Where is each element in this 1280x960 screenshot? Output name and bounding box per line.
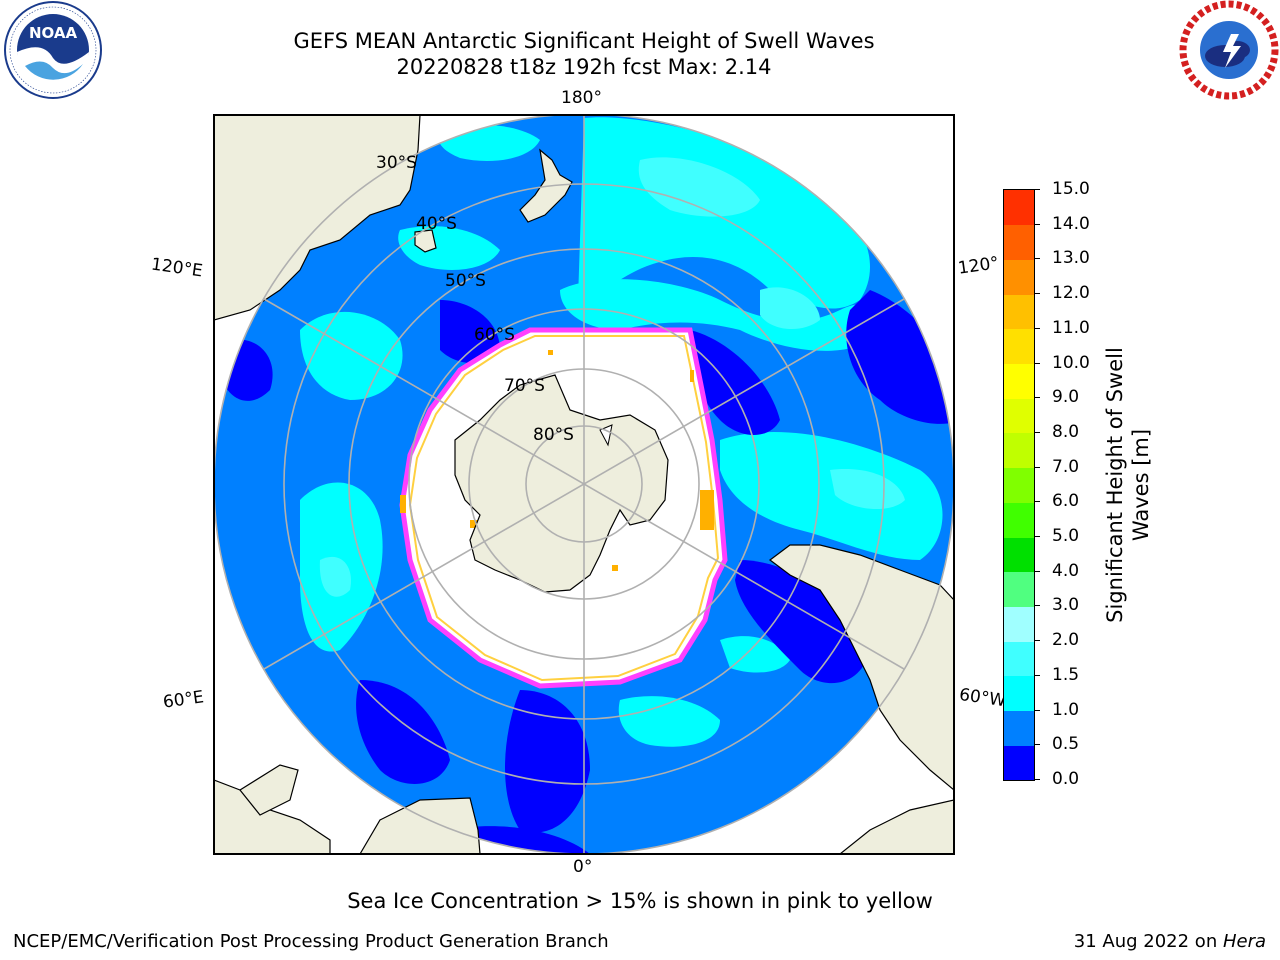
colorbar-title: Significant Height of Swell Waves [m]	[1103, 347, 1153, 623]
africa-landmass	[214, 779, 331, 854]
colorbar-tick	[1034, 258, 1040, 260]
colorbar-tick	[1034, 362, 1040, 364]
chart-title: GEFS MEAN Antarctic Significant Height o…	[293, 29, 875, 53]
colorbar-tick-label: 8.0	[1052, 421, 1080, 442]
colorbar-tick-label: 2.0	[1052, 630, 1080, 651]
svg-text:NOAA: NOAA	[29, 24, 78, 42]
colorbar-tick	[1034, 466, 1040, 468]
colorbar-tick	[1034, 397, 1040, 399]
lat-label-70s: 70°S	[504, 376, 545, 396]
colorbar-segment	[1004, 328, 1034, 365]
colorbar-tick	[1034, 223, 1040, 225]
southern-africa-landmass	[359, 797, 481, 854]
colorbar-segment	[1004, 432, 1034, 469]
colorbar-tick	[1034, 709, 1040, 711]
colorbar-tick-label: 1.0	[1052, 699, 1080, 720]
colorbar-segment	[1004, 745, 1034, 781]
colorbar-tick	[1034, 570, 1040, 572]
colorbar-tick-label: 0.0	[1052, 769, 1080, 789]
nws-logo	[1179, 0, 1279, 100]
south-america-landmass	[769, 544, 954, 791]
colorbar-tick	[1034, 744, 1040, 746]
colorbar-tick-label: 12.0	[1052, 283, 1090, 304]
colorbar-tick-label: 1.5	[1052, 664, 1080, 685]
lon-label-0: 0°	[573, 857, 593, 877]
lat-label-40s: 40°S	[416, 214, 457, 234]
colorbar-tick-label: 7.0	[1052, 456, 1080, 477]
lon-label-180: 180°	[561, 88, 602, 108]
colorbar-tick	[1034, 293, 1040, 295]
sea-ice-note: Sea Ice Concentration > 15% is shown in …	[347, 889, 933, 913]
colorbar-tick	[1034, 327, 1040, 329]
colorbar-tick-label: 10.0	[1052, 352, 1090, 373]
colorbar-tick	[1034, 640, 1040, 642]
lat-label-80s: 80°S	[533, 425, 574, 445]
colorbar-segment	[1004, 641, 1034, 677]
footer-credit: NCEP/EMC/Verification Post Processing Pr…	[13, 931, 609, 952]
lat-label-50s: 50°S	[445, 271, 486, 291]
ross-ice-shelf	[599, 424, 613, 447]
colorbar-segment	[1004, 398, 1034, 434]
madagascar-landmass	[239, 764, 299, 816]
colorbar-tick-label: 3.0	[1052, 595, 1080, 616]
colorbar-tick	[1034, 189, 1040, 190]
colorbar-tick-label: 11.0	[1052, 317, 1090, 338]
colorbar-tick-label: 0.5	[1052, 734, 1080, 755]
swell-patches-0p0	[222, 290, 954, 854]
colorbar-segment	[1004, 259, 1034, 295]
noaa-logo: NOAA	[4, 1, 102, 99]
colorbar-segment	[1004, 571, 1034, 607]
lat-label-30s: 30°S	[376, 153, 417, 173]
australia-landmass	[214, 115, 421, 321]
colorbar-tick-label: 15.0	[1052, 179, 1090, 199]
footer-date: 31 Aug 2022 on Hera	[1074, 931, 1266, 952]
colorbar-segment	[1004, 294, 1034, 330]
colorbar	[1003, 189, 1035, 781]
colorbar-segment	[1004, 606, 1034, 642]
colorbar-tick-label: 5.0	[1052, 526, 1080, 547]
antarctica-landmass	[454, 374, 669, 593]
colorbar-tick	[1034, 501, 1040, 503]
colorbar-segment	[1004, 224, 1034, 260]
colorbar-tick-label: 14.0	[1052, 213, 1090, 234]
colorbar-segment	[1004, 467, 1034, 503]
colorbar-segment	[1004, 537, 1034, 573]
colorbar-tick	[1034, 431, 1040, 433]
footer-host: Hera	[1222, 931, 1266, 952]
colorbar-segment	[1004, 363, 1034, 399]
graticule	[214, 115, 954, 854]
colorbar-tick-label: 6.0	[1052, 491, 1080, 512]
colorbar-segment	[1004, 190, 1034, 226]
colorbar-tick	[1034, 536, 1040, 538]
tasmania-landmass	[414, 229, 437, 253]
colorbar-tick	[1034, 779, 1040, 780]
south-america-south	[839, 799, 954, 854]
colorbar-segment	[1004, 710, 1034, 746]
chart-subtitle: 20220828 t18z 192h fcst Max: 2.14	[396, 55, 772, 79]
colorbar-tick-label: 9.0	[1052, 387, 1080, 408]
lat-label-60s: 60°S	[474, 325, 515, 345]
map-frame	[213, 114, 955, 855]
colorbar-tick	[1034, 674, 1040, 676]
swell-patches-1p5	[319, 157, 905, 597]
colorbar-segment	[1004, 502, 1034, 538]
colorbar-tick-label: 13.0	[1052, 248, 1090, 269]
footer-date-text: 31 Aug 2022 on	[1073, 931, 1223, 952]
colorbar-tick	[1034, 605, 1040, 607]
colorbar-tick-label: 4.0	[1052, 560, 1080, 581]
colorbar-segment	[1004, 675, 1034, 712]
